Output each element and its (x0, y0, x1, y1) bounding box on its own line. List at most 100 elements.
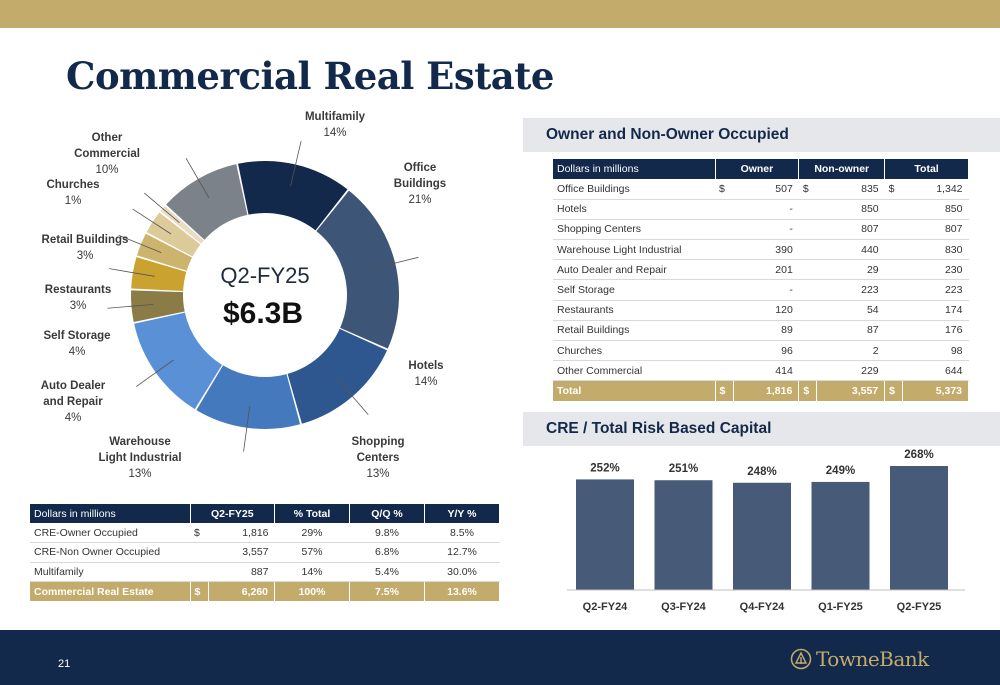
value-cell: 887 (208, 562, 275, 582)
non-owner-cell: 835 (816, 179, 885, 200)
value-cell: 3,557 (208, 542, 275, 563)
non-owner-cell: 3,557 (816, 380, 886, 402)
header-pct-total: % Total (274, 504, 350, 523)
dollar-sign (715, 300, 733, 321)
capital-section-header: CRE / Total Risk Based Capital (523, 412, 1000, 446)
table-row: Self Storage -223 223 (553, 279, 969, 301)
pct-total-cell: 100% (274, 581, 350, 601)
dollar-sign (884, 360, 903, 382)
bar-value-label: 252% (590, 462, 619, 474)
slice-label: Restaurants (45, 284, 111, 296)
leader-line (373, 256, 419, 269)
dollar-sign: $ (190, 523, 208, 543)
table-row: Hotels -850 850 (553, 199, 969, 220)
header-dollars: Dollars in millions (553, 159, 716, 179)
table-row: Shopping Centers -807 807 (553, 219, 969, 241)
non-owner-cell: 29 (816, 259, 885, 281)
total-cell: 850 (902, 199, 969, 220)
row-name: Shopping Centers (553, 219, 715, 241)
slice-label: Retail Buildings (42, 234, 129, 246)
row-name: Churches (553, 340, 715, 362)
dollar-sign (190, 562, 208, 582)
qq-cell: 5.4% (349, 562, 425, 582)
total-cell: 230 (902, 259, 969, 281)
header-yy: Y/Y % (424, 504, 500, 523)
bar-value-label: 248% (747, 466, 776, 478)
owner-section-title: Owner and Non-Owner Occupied (546, 126, 789, 143)
non-owner-cell: 850 (816, 199, 885, 220)
slice-label: Buildings (394, 178, 446, 190)
leader-line (290, 141, 302, 187)
bar-q2-fy24 (576, 479, 634, 590)
cre-donut-chart: Multifamily 14% Office Buildings 21% Hotels 14… (41, 111, 446, 480)
dollar-sign (884, 219, 903, 241)
dollar-sign (884, 320, 903, 342)
table-row: Multifamily 887 14% 5.4% 30.0% (30, 562, 500, 582)
leader-line (243, 405, 251, 452)
row-name: Office Buildings (553, 179, 715, 200)
logo-mark-icon (790, 648, 812, 670)
cre-capital-bar-chart: 252% Q2-FY24 251% Q3-FY24 248% Q4-FY24 249% Q1-… (567, 449, 965, 613)
total-cell: 174 (902, 300, 969, 321)
townebank-logo: TowneBank (790, 646, 929, 672)
bar-q3-fy24 (654, 480, 713, 590)
donut-slice (136, 233, 193, 271)
capital-section-title: CRE / Total Risk Based Capital (546, 420, 772, 437)
total-cell: 807 (902, 219, 969, 241)
table-row: Other Commercial 414 229 644 (553, 360, 969, 382)
dollar-sign (798, 239, 817, 261)
leader-line (337, 379, 369, 415)
donut-slice (146, 212, 201, 257)
page-title: Commercial Real Estate (66, 54, 554, 98)
row-name: Warehouse Light Industrial (553, 239, 715, 261)
owner-cell: - (733, 279, 799, 301)
total-cell: 176 (902, 320, 969, 342)
yy-cell: 30.0% (424, 562, 500, 582)
owner-cell: 89 (733, 320, 799, 342)
pct-total-cell: 57% (274, 542, 350, 563)
slice-label: Shopping (351, 436, 404, 448)
leader-line (144, 192, 180, 224)
owner-occupied-table: Dollars in millions Owner Non-owner Tota… (553, 159, 969, 402)
bar-value-label: 249% (826, 465, 855, 477)
owner-cell: 120 (733, 300, 799, 321)
slice-label: Hotels (408, 360, 443, 372)
donut-slice (166, 164, 248, 240)
leader-line (109, 268, 155, 277)
slice-label: Warehouse (109, 436, 171, 448)
table-row: Churches 96 2 98 (553, 340, 969, 362)
dollar-sign: $ (798, 179, 817, 200)
owner-cell: 507 (733, 179, 799, 200)
table-row: Auto Dealer and Repair 201 29 230 (553, 259, 969, 281)
slice-label: Churches (46, 179, 99, 191)
dollar-sign (884, 199, 903, 220)
dollar-sign: $ (715, 380, 734, 402)
dollar-sign (715, 199, 733, 220)
bar-category-label: Q2-FY24 (583, 601, 629, 613)
owner-cell: 414 (733, 360, 799, 382)
dollar-sign (884, 300, 903, 321)
footer-bar: 21 TowneBank (0, 630, 1000, 685)
dollar-sign (798, 279, 817, 301)
slice-label: Office (404, 162, 437, 174)
non-owner-cell: 2 (816, 340, 885, 362)
dollar-sign (884, 259, 903, 281)
bar-category-label: Q4-FY24 (740, 601, 786, 613)
slice-pct-label: 4% (65, 412, 82, 424)
header-qq: Q/Q % (349, 504, 425, 523)
dollar-sign (798, 199, 817, 220)
table-total-row: Commercial Real Estate $6,260 100% 7.5% 13.6… (30, 581, 500, 601)
dollar-sign (798, 219, 817, 241)
slice-label: Other (92, 132, 123, 144)
slice-pct-label: 3% (77, 250, 94, 262)
dollar-sign (190, 542, 208, 563)
bar-category-label: Q3-FY24 (661, 601, 707, 613)
bar-value-label: 251% (669, 463, 698, 475)
leader-line (132, 208, 172, 235)
cre-summary-table: Dollars in millions Q2-FY25 % Total Q/Q … (30, 504, 500, 601)
dollar-sign (715, 239, 733, 261)
pct-total-cell: 14% (274, 562, 350, 582)
slice-label: Multifamily (305, 111, 366, 123)
row-name: Auto Dealer and Repair (553, 259, 715, 281)
row-name: Retail Buildings (553, 320, 715, 342)
